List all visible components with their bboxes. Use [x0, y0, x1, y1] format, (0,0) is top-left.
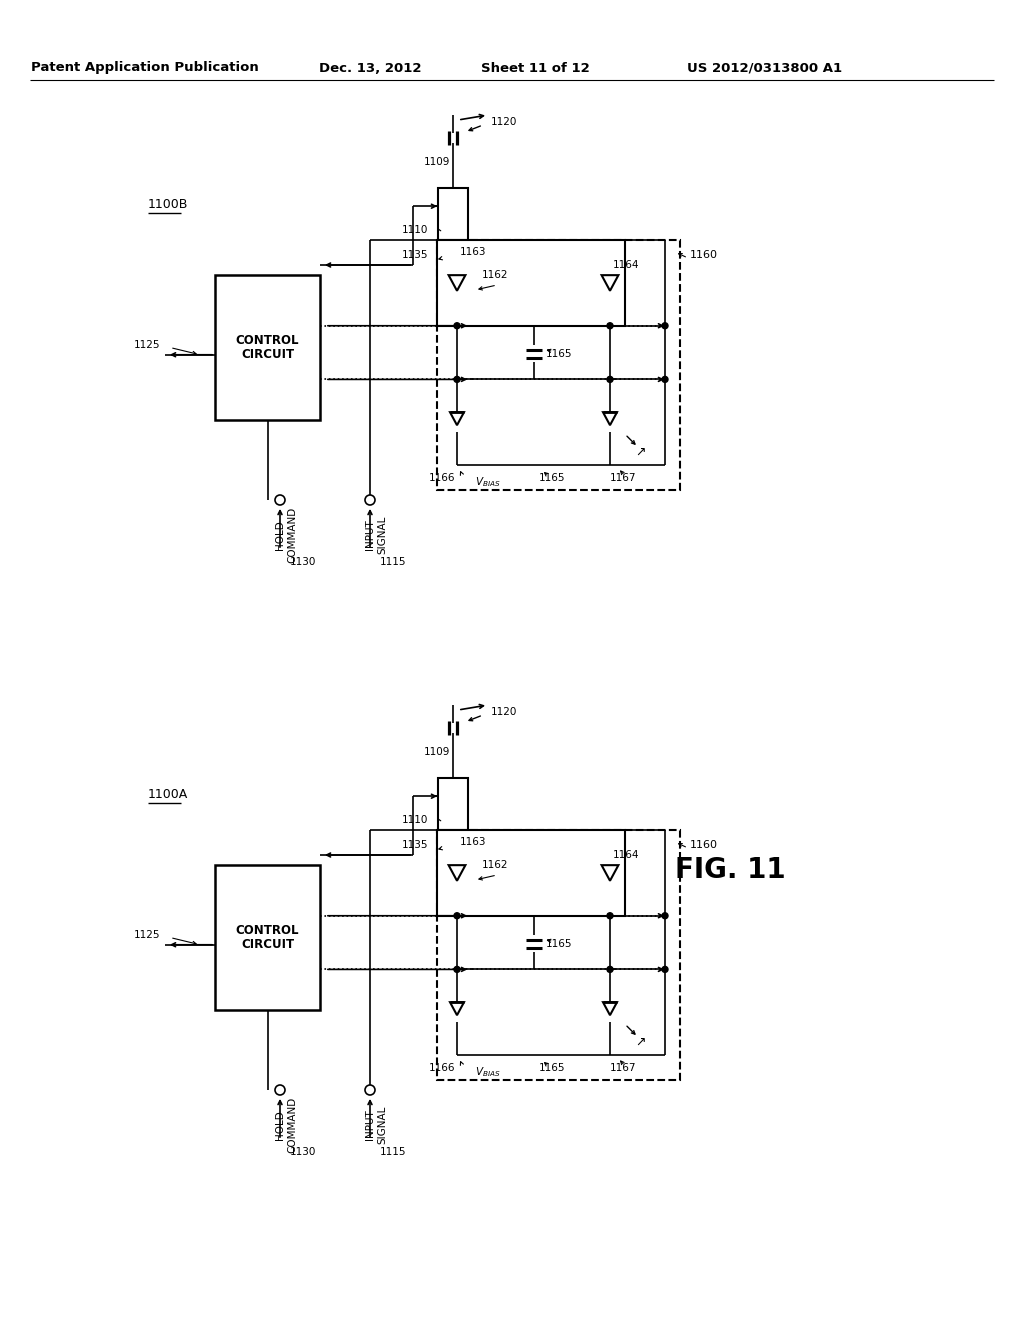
Circle shape: [607, 323, 613, 329]
Text: FIG. 11: FIG. 11: [675, 855, 785, 884]
Circle shape: [607, 912, 613, 919]
Text: 1135: 1135: [401, 840, 428, 850]
Text: 1164: 1164: [613, 850, 640, 861]
Bar: [438, 187, 468, 240]
Text: 1115: 1115: [380, 557, 407, 568]
Text: 1164: 1164: [613, 260, 640, 271]
Circle shape: [365, 1085, 375, 1096]
Text: INPUT: INPUT: [365, 1110, 375, 1140]
Text: 1120: 1120: [490, 117, 517, 127]
Text: CONTROL
CIRCUIT: CONTROL CIRCUIT: [236, 334, 299, 362]
Text: HOLD: HOLD: [275, 1110, 285, 1140]
Text: $V_{BIAS}$: $V_{BIAS}$: [475, 1065, 501, 1078]
Circle shape: [607, 376, 613, 383]
Text: Dec. 13, 2012: Dec. 13, 2012: [318, 62, 421, 74]
Text: 1165: 1165: [539, 1063, 565, 1073]
Text: 1110: 1110: [401, 814, 428, 825]
Text: 1115: 1115: [380, 1147, 407, 1158]
Circle shape: [607, 966, 613, 973]
Text: 1100B: 1100B: [148, 198, 188, 211]
Bar: [437, 240, 625, 326]
Circle shape: [454, 376, 460, 383]
Text: 1120: 1120: [490, 708, 517, 717]
Text: 1125: 1125: [133, 339, 160, 350]
Text: 1109: 1109: [424, 747, 450, 756]
Bar: [438, 777, 468, 830]
Circle shape: [662, 966, 668, 973]
Text: 1160: 1160: [690, 249, 718, 260]
Text: 1163: 1163: [460, 247, 486, 257]
Circle shape: [454, 966, 460, 973]
Bar: [215, 865, 319, 1010]
Text: 1125: 1125: [133, 929, 160, 940]
Text: Patent Application Publication: Patent Application Publication: [31, 62, 259, 74]
Text: 1160: 1160: [690, 840, 718, 850]
Bar: [437, 240, 680, 490]
Text: 1166: 1166: [428, 1063, 455, 1073]
Text: SIGNAL: SIGNAL: [377, 1106, 387, 1144]
Text: INPUT: INPUT: [365, 520, 375, 550]
Text: SIGNAL: SIGNAL: [377, 516, 387, 554]
Text: $\nearrow$: $\nearrow$: [634, 1036, 646, 1048]
Text: 1162: 1162: [482, 271, 509, 280]
Circle shape: [454, 912, 460, 919]
Text: 1165: 1165: [546, 939, 572, 949]
Text: 1167: 1167: [610, 1063, 637, 1073]
Text: $\nearrow$: $\nearrow$: [634, 446, 646, 459]
Text: 1100A: 1100A: [148, 788, 188, 801]
Circle shape: [662, 912, 668, 919]
Circle shape: [662, 323, 668, 329]
Text: 1162: 1162: [482, 861, 509, 870]
Text: 1110: 1110: [401, 224, 428, 235]
Bar: [437, 830, 680, 1080]
Circle shape: [454, 323, 460, 329]
Text: HOLD: HOLD: [275, 520, 285, 550]
Text: 1130: 1130: [290, 1147, 316, 1158]
Text: 1167: 1167: [610, 473, 637, 483]
Text: 1109: 1109: [424, 157, 450, 168]
Text: 1165: 1165: [546, 348, 572, 359]
Circle shape: [365, 495, 375, 506]
Circle shape: [662, 376, 668, 383]
Text: 1163: 1163: [460, 837, 486, 847]
Text: 1165: 1165: [539, 473, 565, 483]
Text: CONTROL
CIRCUIT: CONTROL CIRCUIT: [236, 924, 299, 952]
Text: US 2012/0313800 A1: US 2012/0313800 A1: [687, 62, 843, 74]
Bar: [215, 275, 319, 420]
Text: $V_{BIAS}$: $V_{BIAS}$: [475, 475, 501, 488]
Text: Sheet 11 of 12: Sheet 11 of 12: [480, 62, 590, 74]
Text: COMMAND: COMMAND: [287, 507, 297, 564]
Bar: [437, 830, 625, 916]
Text: 1166: 1166: [428, 473, 455, 483]
Text: COMMAND: COMMAND: [287, 1097, 297, 1154]
Text: 1135: 1135: [401, 249, 428, 260]
Circle shape: [275, 495, 285, 506]
Circle shape: [275, 1085, 285, 1096]
Text: 1130: 1130: [290, 557, 316, 568]
